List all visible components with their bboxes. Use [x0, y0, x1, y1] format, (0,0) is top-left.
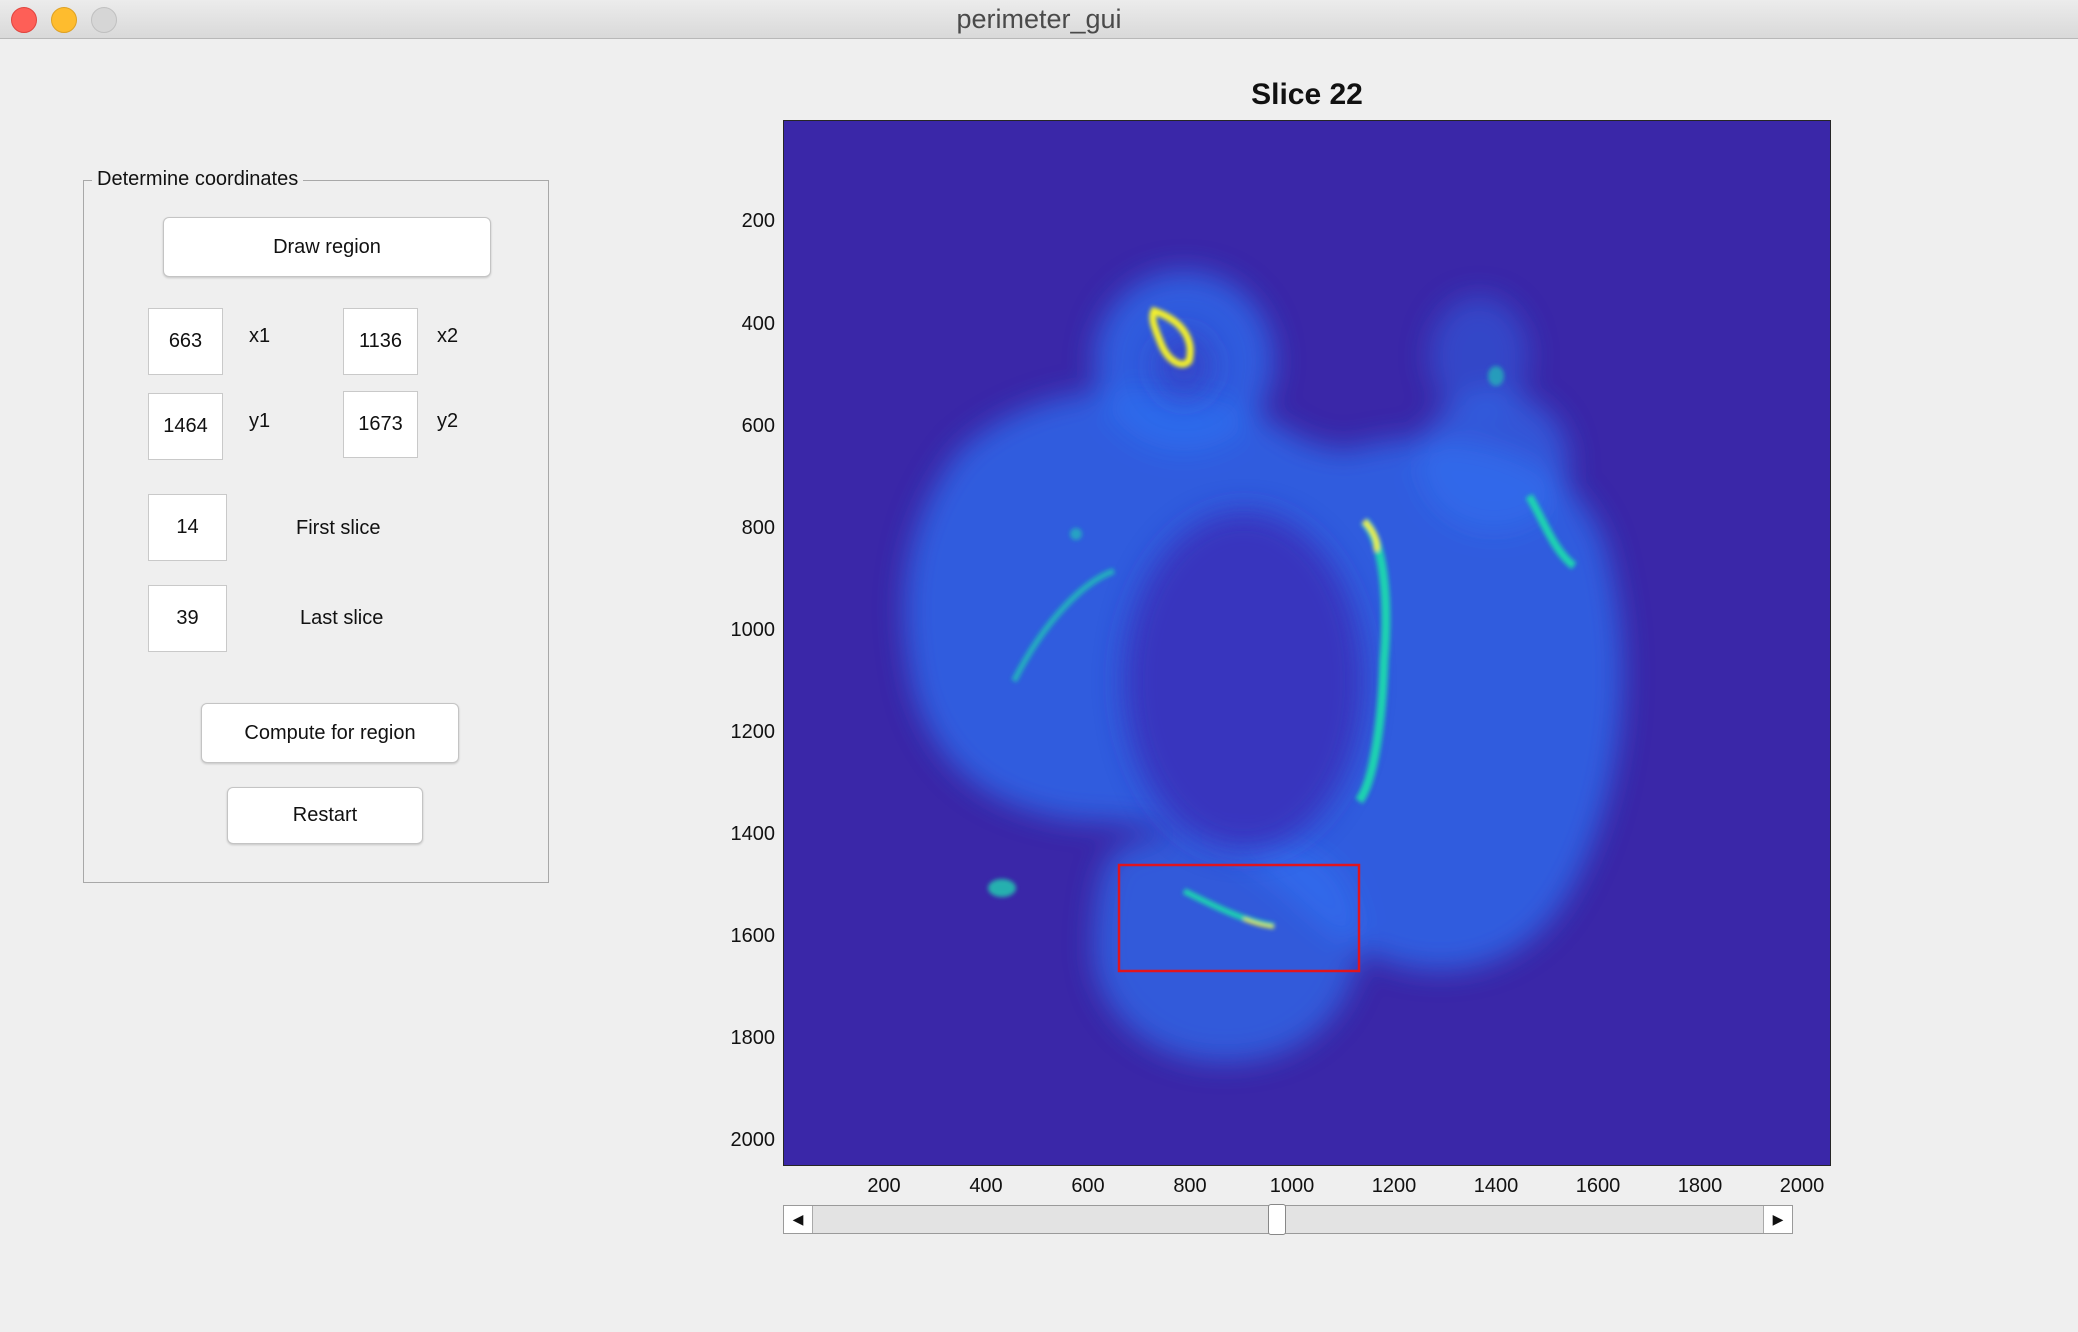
y1-label: y1	[249, 410, 271, 432]
x-tick-label: 1600	[1575, 1175, 1621, 1197]
slice-image	[784, 121, 1830, 1165]
y-tick-label: 200	[741, 210, 775, 232]
slider-thumb[interactable]	[1268, 1204, 1287, 1235]
y-tick-label: 1200	[730, 721, 776, 743]
window-title: perimeter_gui	[956, 4, 1122, 34]
last-slice-label: Last slice	[300, 607, 384, 629]
y1-field[interactable]	[148, 393, 223, 460]
x-tick-label: 400	[969, 1175, 1003, 1197]
y-tick-label: 800	[741, 517, 775, 539]
slice-slider[interactable]: ◀ ▶	[783, 1204, 1793, 1235]
y-tick-label: 400	[741, 313, 775, 335]
x1-label: x1	[249, 325, 271, 347]
panel-title: Determine coordinates	[92, 168, 304, 191]
x2-field[interactable]	[343, 308, 418, 375]
zoom-window-button[interactable]	[91, 7, 117, 33]
y2-field[interactable]	[343, 391, 418, 458]
last-slice-field[interactable]	[148, 585, 227, 652]
x-tick-label: 200	[867, 1175, 901, 1197]
restart-button[interactable]: Restart	[227, 787, 423, 844]
y-tick-label: 1600	[730, 925, 776, 947]
window-titlebar: perimeter_gui	[0, 0, 2078, 39]
image-axes[interactable]	[783, 120, 1831, 1166]
y-tick-label: 1400	[730, 823, 776, 845]
slider-right-arrow-icon[interactable]: ▶	[1763, 1206, 1792, 1233]
bright-structures	[988, 306, 1577, 929]
x-tick-label: 1800	[1677, 1175, 1723, 1197]
selected-region-rectangle[interactable]	[1117, 863, 1361, 973]
x-tick-label: 800	[1173, 1175, 1207, 1197]
close-window-button[interactable]	[11, 7, 37, 33]
plot-title: Slice 22	[1251, 78, 1363, 111]
slider-left-arrow-icon[interactable]: ◀	[784, 1206, 813, 1233]
y-tick-label: 1800	[730, 1027, 776, 1049]
x-tick-label: 2000	[1779, 1175, 1825, 1197]
x-tick-label: 1400	[1473, 1175, 1519, 1197]
first-slice-label: First slice	[296, 517, 381, 539]
compute-for-region-button[interactable]: Compute for region	[201, 703, 459, 763]
y-tick-label: 600	[741, 415, 775, 437]
minimize-window-button[interactable]	[51, 7, 77, 33]
x-tick-label: 1200	[1371, 1175, 1417, 1197]
x-tick-label: 600	[1071, 1175, 1105, 1197]
x-tick-label: 1000	[1269, 1175, 1315, 1197]
y2-label: y2	[437, 410, 459, 432]
x2-label: x2	[437, 325, 459, 347]
coordinates-panel	[83, 180, 549, 883]
x1-field[interactable]	[148, 308, 223, 375]
y-tick-label: 2000	[730, 1129, 776, 1151]
first-slice-field[interactable]	[148, 494, 227, 561]
y-tick-label: 1000	[730, 619, 776, 641]
draw-region-button[interactable]: Draw region	[163, 217, 491, 277]
